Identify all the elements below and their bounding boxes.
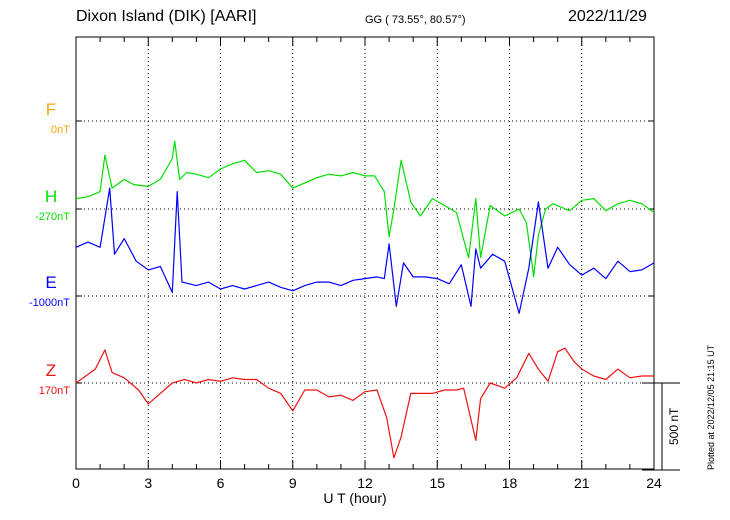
x-tick-label: 12 xyxy=(357,475,373,491)
series-offset-z: 170nT xyxy=(39,385,70,397)
x-tick-label: 24 xyxy=(646,475,662,491)
series-line-e xyxy=(75,187,655,314)
series-offset-f: 0nT xyxy=(51,124,70,136)
series-labels: F 0nT H -270nT E -1000nT Z 170nT xyxy=(29,100,70,397)
series-offset-h: -270nT xyxy=(35,211,70,223)
plotted-timestamp: Plotted at 2022/12/05 21:15 UT xyxy=(706,344,716,470)
series-name-z: Z xyxy=(46,361,56,380)
series-name-f: F xyxy=(46,100,56,119)
series-offset-e: -1000nT xyxy=(29,297,70,309)
series-lines xyxy=(75,140,655,459)
scale-bar xyxy=(642,382,680,471)
station-title: Dixon Island (DIK) [AARI] xyxy=(76,8,257,25)
x-axis-label: U T (hour) xyxy=(323,490,387,506)
x-tick-label: 3 xyxy=(144,475,152,491)
scale-bar-label: 500 nT xyxy=(667,407,681,445)
date-label: 2022/11/29 xyxy=(568,8,647,25)
x-tick-label: 15 xyxy=(429,475,445,491)
geographic-coordinates: GG ( 73.55°, 80.57°) xyxy=(365,14,466,26)
x-tick-label: 9 xyxy=(289,475,297,491)
grid xyxy=(76,37,654,469)
x-tick-label: 21 xyxy=(574,475,590,491)
x-tick-label: 6 xyxy=(217,475,225,491)
x-tick-label: 0 xyxy=(72,475,80,491)
x-axis-ticks: 0 3 6 9 12 15 18 21 24 xyxy=(72,37,662,491)
series-line-h xyxy=(75,140,655,278)
series-line-z xyxy=(75,347,654,459)
x-tick-label: 18 xyxy=(502,475,518,491)
series-name-e: E xyxy=(45,273,56,292)
series-name-h: H xyxy=(45,187,57,206)
